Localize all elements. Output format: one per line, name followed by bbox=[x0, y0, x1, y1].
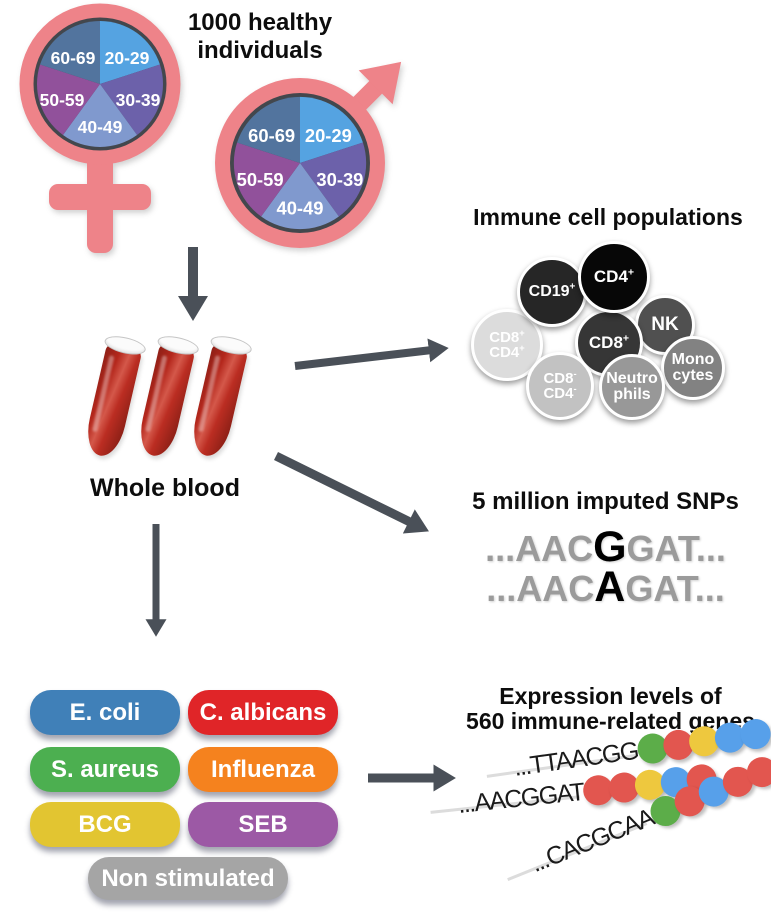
pie-label-20-29: 20-29 bbox=[305, 125, 352, 146]
tube-body bbox=[188, 342, 249, 460]
cohort-title-line2: individuals bbox=[197, 37, 323, 64]
cohort-title: 1000 healthy individuals bbox=[140, 9, 380, 65]
female-symbol: 20-29 30-39 40-49 50-59 60-69 bbox=[19, 3, 181, 253]
pie-label-40-49: 40-49 bbox=[277, 197, 324, 218]
pie-label-20-29: 20-29 bbox=[105, 48, 150, 68]
snps-title: 5 million imputed SNPs bbox=[472, 488, 739, 515]
snp-sequence-1: ...AACGGAT... bbox=[485, 523, 726, 571]
pie-slice-60-69 bbox=[40, 20, 100, 84]
stimulus-non-stimulated: Non stimulated bbox=[88, 857, 288, 900]
snp-sequence-2: ...AACAGAT... bbox=[486, 563, 725, 611]
gene-sequence: ...AACGGAT bbox=[456, 777, 585, 819]
stimulus-calbicans: C. albicans bbox=[188, 690, 338, 735]
immune-cells-title: Immune cell populations bbox=[473, 204, 743, 230]
snp-variant-allele: G bbox=[593, 523, 627, 571]
stimulus-saureus: S. aureus bbox=[30, 747, 180, 792]
stimulus-ecoli: E. coli bbox=[30, 690, 180, 735]
cell-cd8neg-cd4neg: CD8- CD4- bbox=[526, 352, 594, 420]
male-symbol: 20-29 30-39 40-49 50-59 60-69 bbox=[215, 61, 402, 248]
whole-blood-label: Whole blood bbox=[90, 474, 240, 502]
cell-monocytes: Mono cytes bbox=[661, 336, 725, 400]
stimulus-seb: SEB bbox=[188, 802, 338, 847]
cell-cd4pos: CD4+ bbox=[578, 241, 650, 313]
pie-slice-60-69 bbox=[237, 96, 300, 163]
pie-label-60-69: 60-69 bbox=[248, 125, 295, 146]
pie-slice-20-29 bbox=[100, 21, 160, 84]
expression-dot bbox=[738, 717, 771, 752]
pie-label-30-39: 30-39 bbox=[116, 90, 161, 110]
pie-label-30-39: 30-39 bbox=[316, 169, 363, 190]
cohort-title-line1: 1000 healthy bbox=[187, 9, 333, 36]
stimulus-bcg: BCG bbox=[30, 802, 180, 847]
pie-label-40-49: 40-49 bbox=[78, 117, 123, 137]
male-ring bbox=[215, 78, 385, 248]
pie-slice-30-39 bbox=[300, 142, 367, 217]
female-age-pie: 20-29 30-39 40-49 50-59 60-69 bbox=[36, 20, 164, 148]
pie-label-50-59: 50-59 bbox=[237, 169, 284, 190]
male-age-pie: 20-29 30-39 40-49 50-59 60-69 bbox=[233, 96, 367, 230]
arrow-blood-to-cells bbox=[294, 338, 449, 370]
blood-tubes bbox=[82, 332, 272, 470]
gene-sequence: ...CACGCAA bbox=[526, 803, 658, 878]
pie-slice-50-59 bbox=[36, 64, 100, 135]
pie-label-50-59: 50-59 bbox=[40, 90, 85, 110]
female-ring bbox=[19, 3, 181, 165]
cell-neutrophils: Neutro phils bbox=[599, 354, 665, 420]
pie-label-60-69: 60-69 bbox=[51, 48, 96, 68]
pie-slice-40-49 bbox=[62, 84, 138, 148]
female-cross-horizontal bbox=[49, 184, 151, 210]
cell-cd19pos: CD19+ bbox=[517, 257, 587, 327]
immune-cell-cluster: CD8+ CD4+ CD19+ NK CD8+ CD4+ Mono cytes … bbox=[445, 195, 771, 430]
snp-variant-allele: A bbox=[594, 563, 626, 611]
pie-slice-50-59 bbox=[233, 142, 300, 217]
pie-slice-30-39 bbox=[100, 64, 164, 135]
stimulus-influenza: Influenza bbox=[188, 747, 338, 792]
male-arrow-head bbox=[358, 61, 402, 105]
pie-slice-20-29 bbox=[300, 96, 363, 163]
snps-section: 5 million imputed SNPs ...AACGGAT... ...… bbox=[440, 488, 771, 611]
pie-slice-40-49 bbox=[261, 163, 339, 230]
arrow-blood-to-snps bbox=[274, 451, 429, 534]
